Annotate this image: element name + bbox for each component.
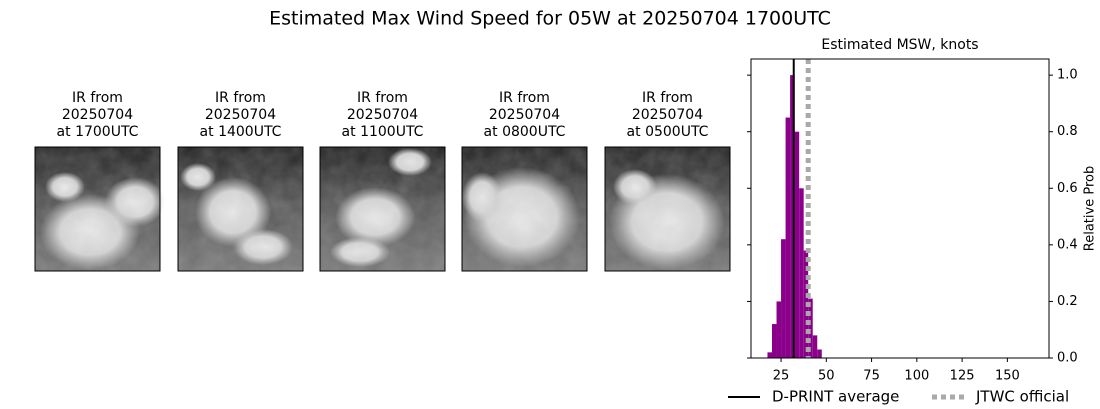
panel-label: at 1400UTC [200, 124, 282, 140]
panel-label: at 1700UTC [57, 124, 139, 140]
ir-texture [462, 147, 587, 271]
hist-bar [772, 324, 777, 358]
hist-bar [817, 349, 822, 358]
x-tick-label: 25 [773, 369, 790, 384]
x-tick-label: 150 [995, 369, 1020, 384]
plot-frame [750, 58, 1050, 359]
hist-bar [790, 75, 795, 358]
x-tick-label: 125 [950, 369, 975, 384]
legend-label: D-PRINT average [772, 388, 899, 406]
hist-bar [767, 352, 773, 358]
ir-frame [319, 146, 446, 272]
ir-texture [35, 147, 160, 271]
y-tick-label: 0.2 [1057, 294, 1078, 309]
panel-label: IR from [357, 90, 408, 106]
y-tick-label: 0.6 [1057, 181, 1078, 196]
ir-texture [178, 147, 303, 271]
histogram-chart: Estimated MSW, knots 25 50 75 100 125 150 0.0 0.… [728, 37, 1098, 406]
panel-label: 20250704 [632, 107, 703, 123]
ir-frame [461, 146, 588, 272]
panel-label: at 1100UTC [342, 124, 424, 140]
ir-frame [34, 146, 161, 272]
hist-bar [794, 131, 800, 358]
panel-label: IR from [72, 90, 123, 106]
y-tick-label: 0.8 [1057, 124, 1078, 139]
figure-title: Estimated Max Wind Speed for 05W at 2025… [269, 8, 831, 30]
chart-title: Estimated MSW, knots [821, 37, 978, 53]
y-tick-label: 1.0 [1057, 68, 1078, 83]
x-tick-label: 100 [904, 369, 929, 384]
panel-label: at 0500UTC [627, 124, 709, 140]
panel-label: 20250704 [489, 107, 560, 123]
panel-label: IR from [642, 90, 693, 106]
y-axis-label: Relative Prob [1083, 166, 1098, 251]
x-tick-label: 75 [863, 369, 880, 384]
ir-frame [604, 146, 731, 272]
hist-bar [776, 301, 782, 358]
hist-bar [808, 298, 813, 358]
panel-label: 20250704 [347, 107, 418, 123]
ir-frame [177, 146, 304, 272]
ir-texture [320, 147, 445, 271]
hist-bar [799, 188, 804, 358]
hist-bar [785, 117, 791, 358]
hist-bar [812, 335, 818, 358]
panel-label: 20250704 [62, 107, 133, 123]
hist-bar [781, 239, 786, 358]
panel-label: IR from [499, 90, 550, 106]
x-tick-label: 50 [818, 369, 835, 384]
panel-label: 20250704 [205, 107, 276, 123]
panel-label: at 0800UTC [484, 124, 566, 140]
ir-texture [605, 147, 730, 271]
y-tick-label: 0.4 [1057, 237, 1078, 252]
panel-label: IR from [215, 90, 266, 106]
y-tick-label: 0.0 [1057, 351, 1078, 366]
legend-label: JTWC official [975, 388, 1069, 406]
